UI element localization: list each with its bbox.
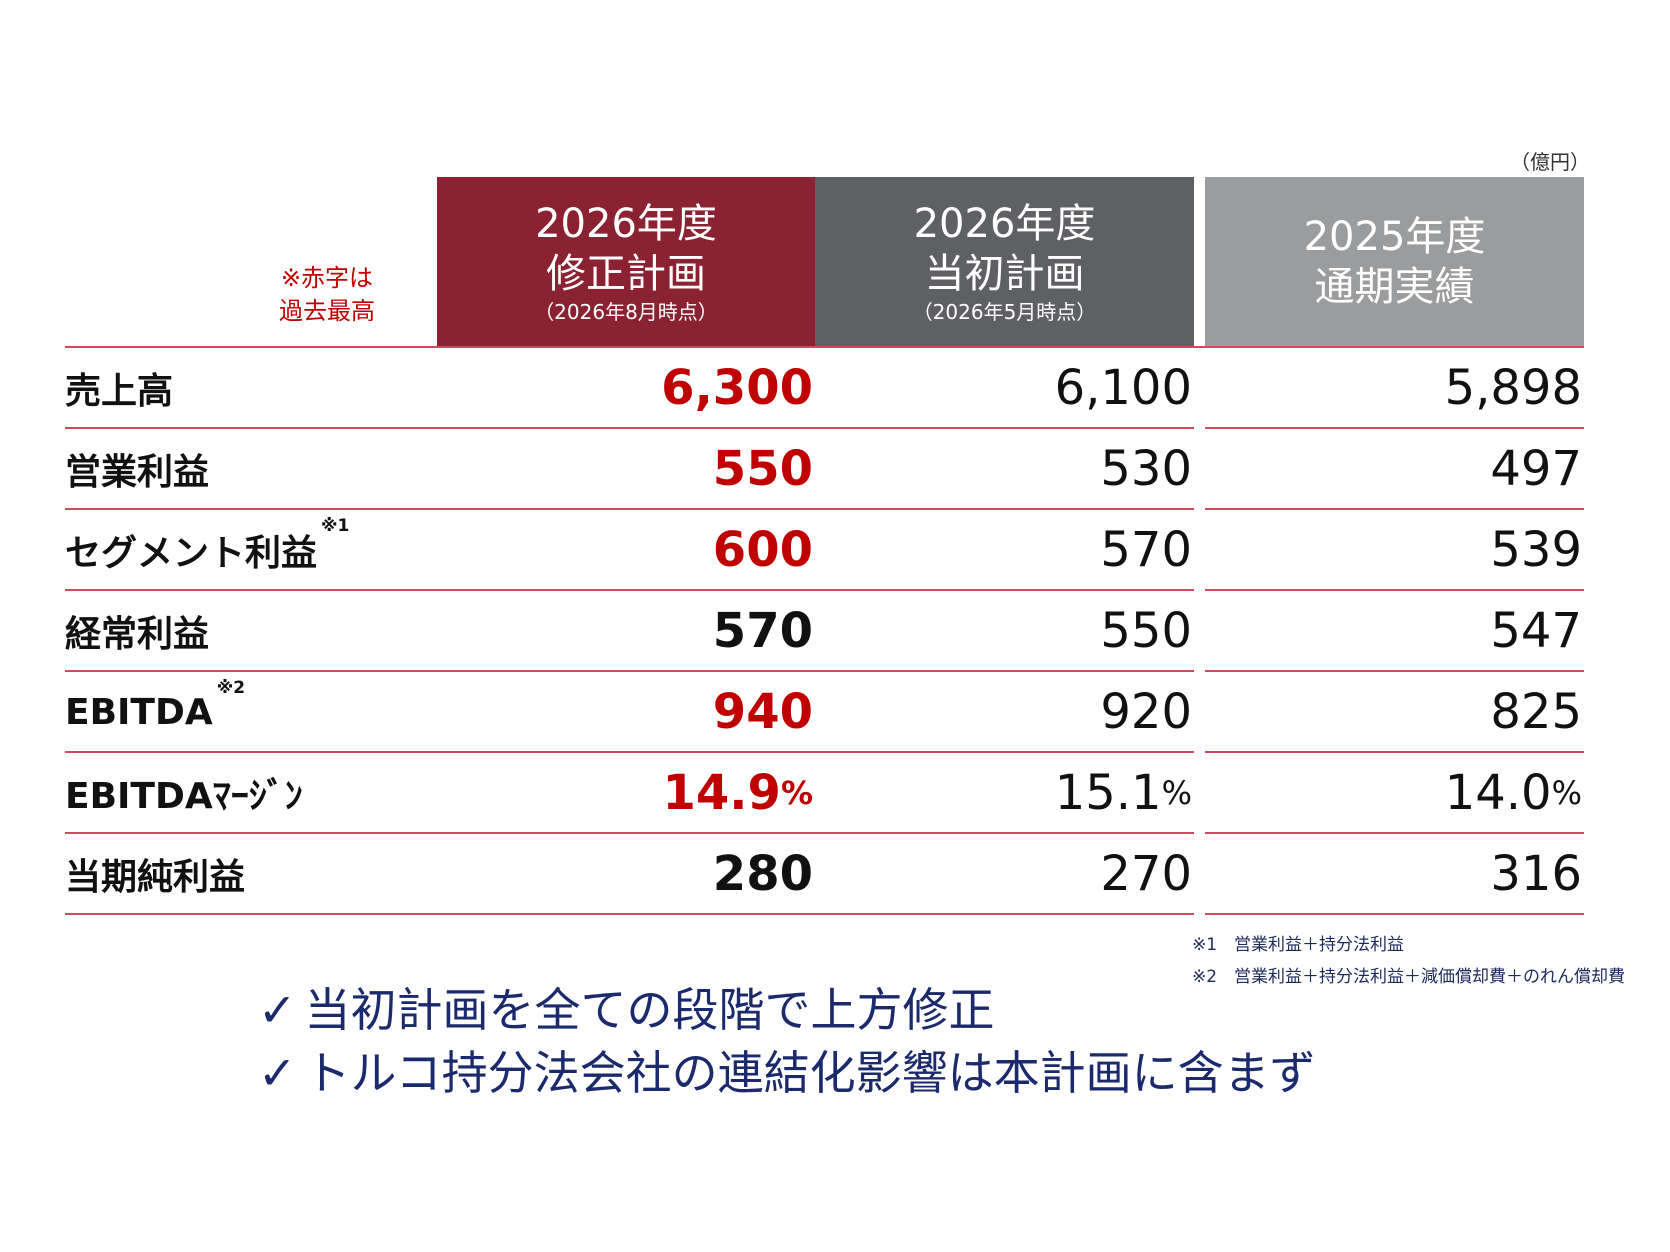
row-label-text: EBITDAﾏｰｼﾞﾝ [65, 776, 303, 817]
header-actual: 2025年度 通期実績 [1205, 177, 1584, 347]
value-text: 539 [1490, 522, 1582, 578]
header-title: 当初計画 [924, 251, 1085, 297]
value-initial: 270 [815, 834, 1192, 914]
record-note-line1: ※赤字は [280, 264, 374, 292]
header-year: 2026年度 [913, 201, 1096, 247]
header-title: 通期実績 [1314, 264, 1475, 310]
value-actual: 539 [1205, 510, 1582, 590]
percent-sign: % [1551, 774, 1582, 812]
bullet-item: ✓ 当初計画を全ての段階で上方修正 [258, 978, 995, 1042]
value-text: 530 [1100, 441, 1192, 497]
bullet-text: トルコ持分法会社の連結化影響は本計画に含まず [304, 1046, 1316, 1100]
value-text: 280 [712, 846, 813, 902]
row-label-text: セグメント利益 [65, 533, 318, 574]
bullet-text: 当初計画を全ての段階で上方修正 [304, 983, 995, 1037]
value-text: 920 [1100, 684, 1192, 740]
value-initial: 15.1% [815, 753, 1192, 833]
row-divider [1205, 832, 1584, 834]
value-text: 15.1 [1054, 765, 1162, 821]
bullet-item: ✓ トルコ持分法会社の連結化影響は本計画に含まず [258, 1041, 1316, 1105]
value-text: 14.9 [662, 765, 781, 821]
row-label: 当期純利益 [65, 834, 245, 914]
header-subtitle: （2026年5月時点） [912, 300, 1097, 324]
value-text: 6,300 [661, 360, 813, 416]
footnote-1: ※1 営業利益＋持分法利益 [1192, 935, 1405, 955]
value-text: 270 [1100, 846, 1192, 902]
value-initial: 570 [815, 510, 1192, 590]
value-text: 5,898 [1444, 360, 1582, 416]
row-divider [65, 589, 1194, 591]
value-actual: 316 [1205, 834, 1582, 914]
percent-sign: % [780, 774, 813, 812]
row-divider [65, 427, 1194, 429]
row-divider [65, 913, 1194, 915]
value-initial: 920 [815, 672, 1192, 752]
row-label-text: 営業利益 [65, 452, 210, 493]
unit-label: （億円） [1510, 150, 1590, 174]
value-actual: 14.0% [1205, 753, 1582, 833]
value-text: 825 [1490, 684, 1582, 740]
value-text: 600 [712, 522, 813, 578]
header-revised-plan: 2026年度 修正計画 （2026年8月時点） [437, 177, 815, 347]
row-label: 売上高 [65, 348, 173, 428]
row-divider [65, 832, 1194, 834]
value-text: 6,100 [1054, 360, 1192, 416]
value-text: 570 [712, 603, 813, 659]
footnote-marker: ※1 [321, 516, 350, 536]
value-actual: 5,898 [1205, 348, 1582, 428]
record-note: ※赤字は 過去最高 [262, 262, 392, 328]
header-subtitle: （2026年8月時点） [534, 300, 718, 324]
value-text: 940 [712, 684, 813, 740]
row-label-text: EBITDA [65, 691, 213, 733]
value-text: 497 [1490, 441, 1582, 497]
check-icon: ✓ [258, 1046, 297, 1100]
value-revised: 280 [437, 834, 813, 914]
row-label: EBITDAﾏｰｼﾞﾝ [65, 753, 303, 833]
value-revised: 6,300 [437, 348, 813, 428]
check-icon: ✓ [258, 983, 297, 1037]
value-actual: 547 [1205, 591, 1582, 671]
row-label-text: 売上高 [65, 371, 174, 412]
row-divider [1205, 913, 1584, 915]
value-revised: 570 [437, 591, 813, 671]
value-text: 316 [1490, 846, 1582, 902]
header-year: 2025年度 [1303, 214, 1486, 260]
value-text: 570 [1100, 522, 1192, 578]
value-text: 550 [1100, 603, 1192, 659]
value-revised: 14.9% [437, 753, 814, 833]
row-divider [65, 670, 1194, 672]
value-actual: 825 [1205, 672, 1582, 752]
record-note-line2: 過去最高 [279, 297, 375, 325]
value-initial: 6,100 [815, 348, 1192, 428]
footnote-marker: ※2 [216, 678, 246, 698]
row-label-text: 当期純利益 [65, 857, 246, 898]
header-title: 修正計画 [546, 251, 706, 297]
row-label: EBITDA ※2 [65, 672, 245, 752]
row-divider [1205, 670, 1584, 672]
row-divider [65, 508, 1194, 510]
row-divider [1205, 589, 1584, 591]
row-label: 営業利益 [65, 429, 209, 509]
row-label: 経常利益 [65, 591, 209, 671]
header-initial-plan: 2026年度 当初計画 （2026年5月時点） [815, 177, 1194, 347]
value-revised: 550 [437, 429, 813, 509]
table-rule [65, 346, 1584, 348]
value-revised: 940 [437, 672, 813, 752]
row-label: セグメント利益 ※1 [65, 510, 349, 590]
value-actual: 497 [1205, 429, 1582, 509]
value-text: 550 [712, 441, 813, 497]
row-divider [1205, 427, 1584, 429]
value-initial: 550 [815, 591, 1192, 671]
row-label-text: 経常利益 [65, 614, 210, 655]
header-year: 2026年度 [535, 201, 717, 247]
value-initial: 530 [815, 429, 1192, 509]
row-divider [65, 751, 1194, 753]
value-text: 547 [1490, 603, 1582, 659]
footnote-2: ※2 営業利益＋持分法利益＋減価償却費＋のれん償却費 [1192, 967, 1626, 987]
row-divider [1205, 508, 1584, 510]
value-text: 14.0 [1444, 765, 1552, 821]
value-revised: 600 [437, 510, 813, 590]
percent-sign: % [1161, 774, 1192, 812]
row-divider [1205, 751, 1584, 753]
